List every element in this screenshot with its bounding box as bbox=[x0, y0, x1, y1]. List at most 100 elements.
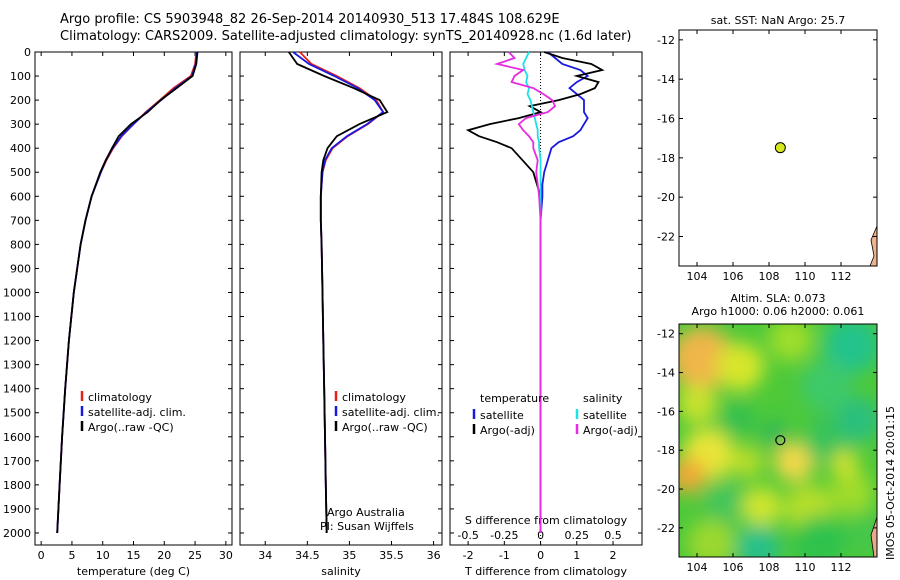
y-tick-label: 400 bbox=[10, 142, 31, 155]
heatmap-cell bbox=[687, 519, 736, 557]
heatmap-cell bbox=[731, 445, 764, 478]
x-axis-label: temperature (deg C) bbox=[77, 565, 190, 578]
x-tick-label: 36 bbox=[427, 549, 441, 562]
x-tick-label-top: -0.25 bbox=[490, 529, 518, 542]
y-tick-label: 1700 bbox=[3, 455, 31, 468]
y-tick-label: -22 bbox=[657, 522, 675, 535]
y-tick-label: -14 bbox=[657, 367, 675, 380]
heatmap-cell bbox=[703, 480, 748, 525]
x-tick-label: 112 bbox=[831, 561, 852, 574]
y-tick-label: 1100 bbox=[3, 311, 31, 324]
x-tick-label-top: -0.5 bbox=[457, 529, 478, 542]
x-tick-label: 1 bbox=[573, 549, 580, 562]
x-tick-label-top: 0.25 bbox=[565, 529, 590, 542]
heatmap-field bbox=[679, 324, 877, 557]
heatmap-cell bbox=[823, 324, 877, 374]
legend-label: satellite-adj. clim. bbox=[88, 406, 186, 419]
y-tick-label: -18 bbox=[657, 444, 675, 457]
map-frame bbox=[678, 29, 878, 267]
y-tick-label: -12 bbox=[657, 34, 675, 47]
y-tick-label: 300 bbox=[10, 118, 31, 131]
series-line bbox=[56, 51, 199, 534]
argo-position-marker bbox=[774, 142, 786, 154]
profile-panel-1: 0100200300400500600700800900100011001200… bbox=[3, 46, 233, 578]
x-tick-label: 104 bbox=[687, 561, 708, 574]
y-tick-label: 1200 bbox=[3, 335, 31, 348]
series-line bbox=[493, 51, 557, 533]
footer-stamp: IMOS 05-Oct-2014 20:01:15 bbox=[884, 405, 897, 560]
heatmap-cell bbox=[736, 525, 781, 557]
y-tick-label: 2000 bbox=[3, 527, 31, 540]
heatmap-blobs bbox=[679, 324, 877, 557]
x-tick-label: 20 bbox=[157, 549, 171, 562]
legend-group-title: salinity bbox=[583, 392, 623, 405]
y-tick-label: 1900 bbox=[3, 503, 31, 516]
x-tick-label: 35.5 bbox=[379, 549, 404, 562]
heatmap-cell bbox=[741, 486, 782, 527]
y-tick-label: 500 bbox=[10, 166, 31, 179]
heatmap-cell bbox=[760, 420, 789, 449]
x-axis-label-top: S difference from climatology bbox=[465, 514, 628, 527]
coastline bbox=[870, 516, 877, 557]
heatmap-cell bbox=[716, 342, 765, 391]
y-tick-label: -14 bbox=[657, 73, 675, 86]
x-tick-label: 15 bbox=[127, 549, 141, 562]
y-tick-label: -16 bbox=[657, 405, 675, 418]
plot-frame bbox=[449, 51, 643, 546]
heatmap-cell bbox=[800, 360, 853, 413]
sst-map-panel: 104 106 108 110 112 -12 -14 -16 -18 -20 -22 sat. SS… bbox=[657, 14, 878, 283]
annotation-text: Argo Australia bbox=[327, 506, 405, 519]
y-tick-label: -22 bbox=[657, 231, 675, 244]
x-tick-label: 30 bbox=[219, 549, 233, 562]
map-title: sat. SST: NaN Argo: 25.7 bbox=[711, 14, 845, 27]
series-line bbox=[288, 51, 389, 534]
title-line-2: Climatology: CARS2009. Satellite-adjuste… bbox=[60, 29, 632, 44]
heatmap-cell bbox=[679, 383, 717, 424]
title-line-1: Argo profile: CS 5903948_82 26-Sep-2014 … bbox=[60, 12, 560, 27]
legend-label: climatology bbox=[342, 391, 406, 404]
y-tick-label: -20 bbox=[657, 191, 675, 204]
y-tick-label: 0 bbox=[24, 46, 31, 59]
x-tick-label: 34.5 bbox=[295, 549, 320, 562]
x-tick-label: -2 bbox=[463, 549, 474, 562]
y-tick-label: -20 bbox=[657, 483, 675, 496]
x-tick-label: 10 bbox=[96, 549, 110, 562]
plot-frame bbox=[239, 51, 443, 546]
x-tick-label: 106 bbox=[723, 561, 744, 574]
x-tick-label: 112 bbox=[831, 270, 852, 283]
y-tick-label: -18 bbox=[657, 152, 675, 165]
y-tick-label: 1300 bbox=[3, 359, 31, 372]
x-tick-label: -1 bbox=[499, 549, 510, 562]
legend-label: climatology bbox=[88, 391, 152, 404]
x-tick-label: 0 bbox=[38, 549, 45, 562]
map-title: Argo h1000: 0.06 h2000: 0.061 bbox=[692, 305, 865, 318]
heatmap-cell bbox=[844, 511, 877, 556]
x-tick-label: 104 bbox=[687, 270, 708, 283]
legend-label: satellite bbox=[583, 409, 627, 422]
x-tick-label: 5 bbox=[68, 549, 75, 562]
x-tick-label-top: 0.5 bbox=[604, 529, 622, 542]
legend-label: Argo(-adj) bbox=[480, 424, 535, 437]
sla-map-panel: 104 106 108 110 112 -12 -14 -16 -18 -20 -22 Altim. … bbox=[657, 292, 878, 574]
x-tick-label: 2 bbox=[610, 549, 617, 562]
plot-frame bbox=[34, 51, 233, 546]
heatmap-cell bbox=[774, 441, 815, 482]
x-tick-label: 108 bbox=[759, 561, 780, 574]
profile-panel-2: 34 34.5 35 35.5 36 salinity climatology satelli… bbox=[239, 51, 443, 578]
y-tick-label: 1400 bbox=[3, 383, 31, 396]
heatmap-cell bbox=[837, 397, 877, 442]
x-tick-label: 25 bbox=[188, 549, 202, 562]
y-tick-label: 100 bbox=[10, 70, 31, 83]
legend-label: Argo(..raw -QC) bbox=[88, 421, 174, 434]
map-title: Altim. SLA: 0.073 bbox=[730, 292, 825, 305]
x-tick-label: 110 bbox=[795, 561, 816, 574]
x-tick-label: 110 bbox=[795, 270, 816, 283]
heatmap-cell bbox=[793, 515, 846, 557]
legend-label: Argo(..raw -QC) bbox=[342, 421, 428, 434]
heatmap-cell bbox=[830, 449, 859, 478]
x-axis-label: T difference from climatology bbox=[464, 565, 627, 578]
y-tick-label: 900 bbox=[10, 262, 31, 275]
legend-label: Argo(-adj) bbox=[583, 424, 638, 437]
heatmap-cell bbox=[768, 324, 813, 362]
